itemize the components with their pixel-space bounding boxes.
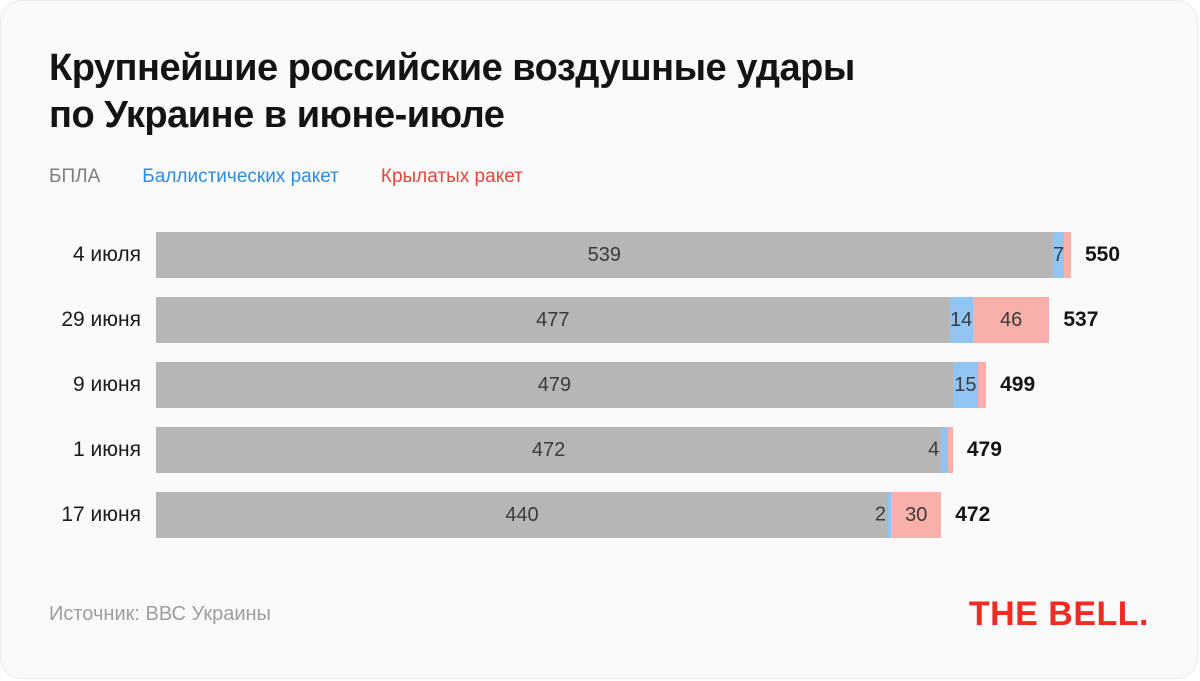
page-title: Крупнейшие российские воздушные удары по… [49,45,1149,138]
row-date-label: 1 июня [73,438,141,462]
segment-value-label: 2 [874,503,886,526]
segment-value-label: 477 [536,308,570,331]
row-total-label: 499 [1000,373,1036,397]
row-total-label: 550 [1084,243,1121,267]
row-total-label: 479 [966,438,1002,462]
segment-value-label: 14 [950,308,973,331]
row-date-label: 9 июня [73,373,141,397]
row-date-label: 29 июня [61,308,141,332]
row-date-label: 4 июля [72,243,141,267]
legend: БПЛА Баллистических ракет Крылатых ракет [49,166,1149,188]
source-label: Источник: ВВС Украины [49,603,271,625]
segment-value-label: 7 [1052,243,1065,266]
segment-value-label: 539 [587,243,622,266]
ballistic-segment: 15 [952,362,978,409]
legend-item-ballistic: Баллистических ракет [142,166,339,188]
uav-segment: 472 [156,427,942,474]
cruise-segment [1064,232,1071,279]
cruise-segment [977,362,987,409]
chart-row: 9 июня 479 15 499 [49,362,1149,409]
title-line-1: Крупнейшие российские воздушные удары [49,47,855,89]
bar: 472 4 [156,427,953,474]
segment-value-label: 46 [999,308,1023,331]
segment-value-label: 479 [537,373,572,396]
row-total-label: 472 [955,503,991,527]
chart-row: 29 июня 477 14 46 537 [49,297,1149,344]
chart-row: 17 июня 440 2 30 472 [49,492,1149,539]
segment-value-label: 440 [505,503,539,526]
stacked-bar-chart: 4 июля 539 7 550 29 июня 477 14 46 537 9 июня 479 1… [49,232,1149,539]
chart-row: 1 июня 472 4 479 [49,427,1149,474]
bar: 440 2 30 [156,492,942,539]
uav-segment: 479 [156,362,953,409]
row-date-label: 17 июня [61,503,141,527]
cruise-segment: 46 [972,297,1050,344]
segment-value-label: 4 [928,438,940,461]
segment-value-label: 30 [905,503,928,526]
the-bell-logo: THE BELL. [968,595,1149,633]
uav-segment: 539 [156,232,1053,279]
ballistic-segment: 4 [928,427,948,474]
ballistic-segment: 2 [875,492,892,539]
bar: 539 7 [156,232,1071,279]
bar: 477 14 46 [156,297,1050,344]
row-total-label: 537 [1063,308,1099,332]
chart-row: 4 июля 539 7 550 [49,232,1149,279]
legend-item-uav: БПЛА [49,166,101,188]
uav-segment: 477 [156,297,950,344]
cruise-segment [947,427,953,474]
bar: 479 15 [156,362,987,409]
cruise-segment: 30 [891,492,942,539]
ballistic-segment: 14 [949,297,973,344]
segment-value-label: 15 [954,373,977,396]
footer: Источник: ВВС Украины THE BELL. [49,595,1149,634]
ballistic-segment: 7 [1052,232,1065,279]
segment-value-label: 472 [531,438,566,461]
uav-segment: 440 [156,492,888,539]
title-line-2: по Украине в июне-июле [49,93,505,136]
legend-item-cruise: Крылатых ракет [380,166,523,188]
